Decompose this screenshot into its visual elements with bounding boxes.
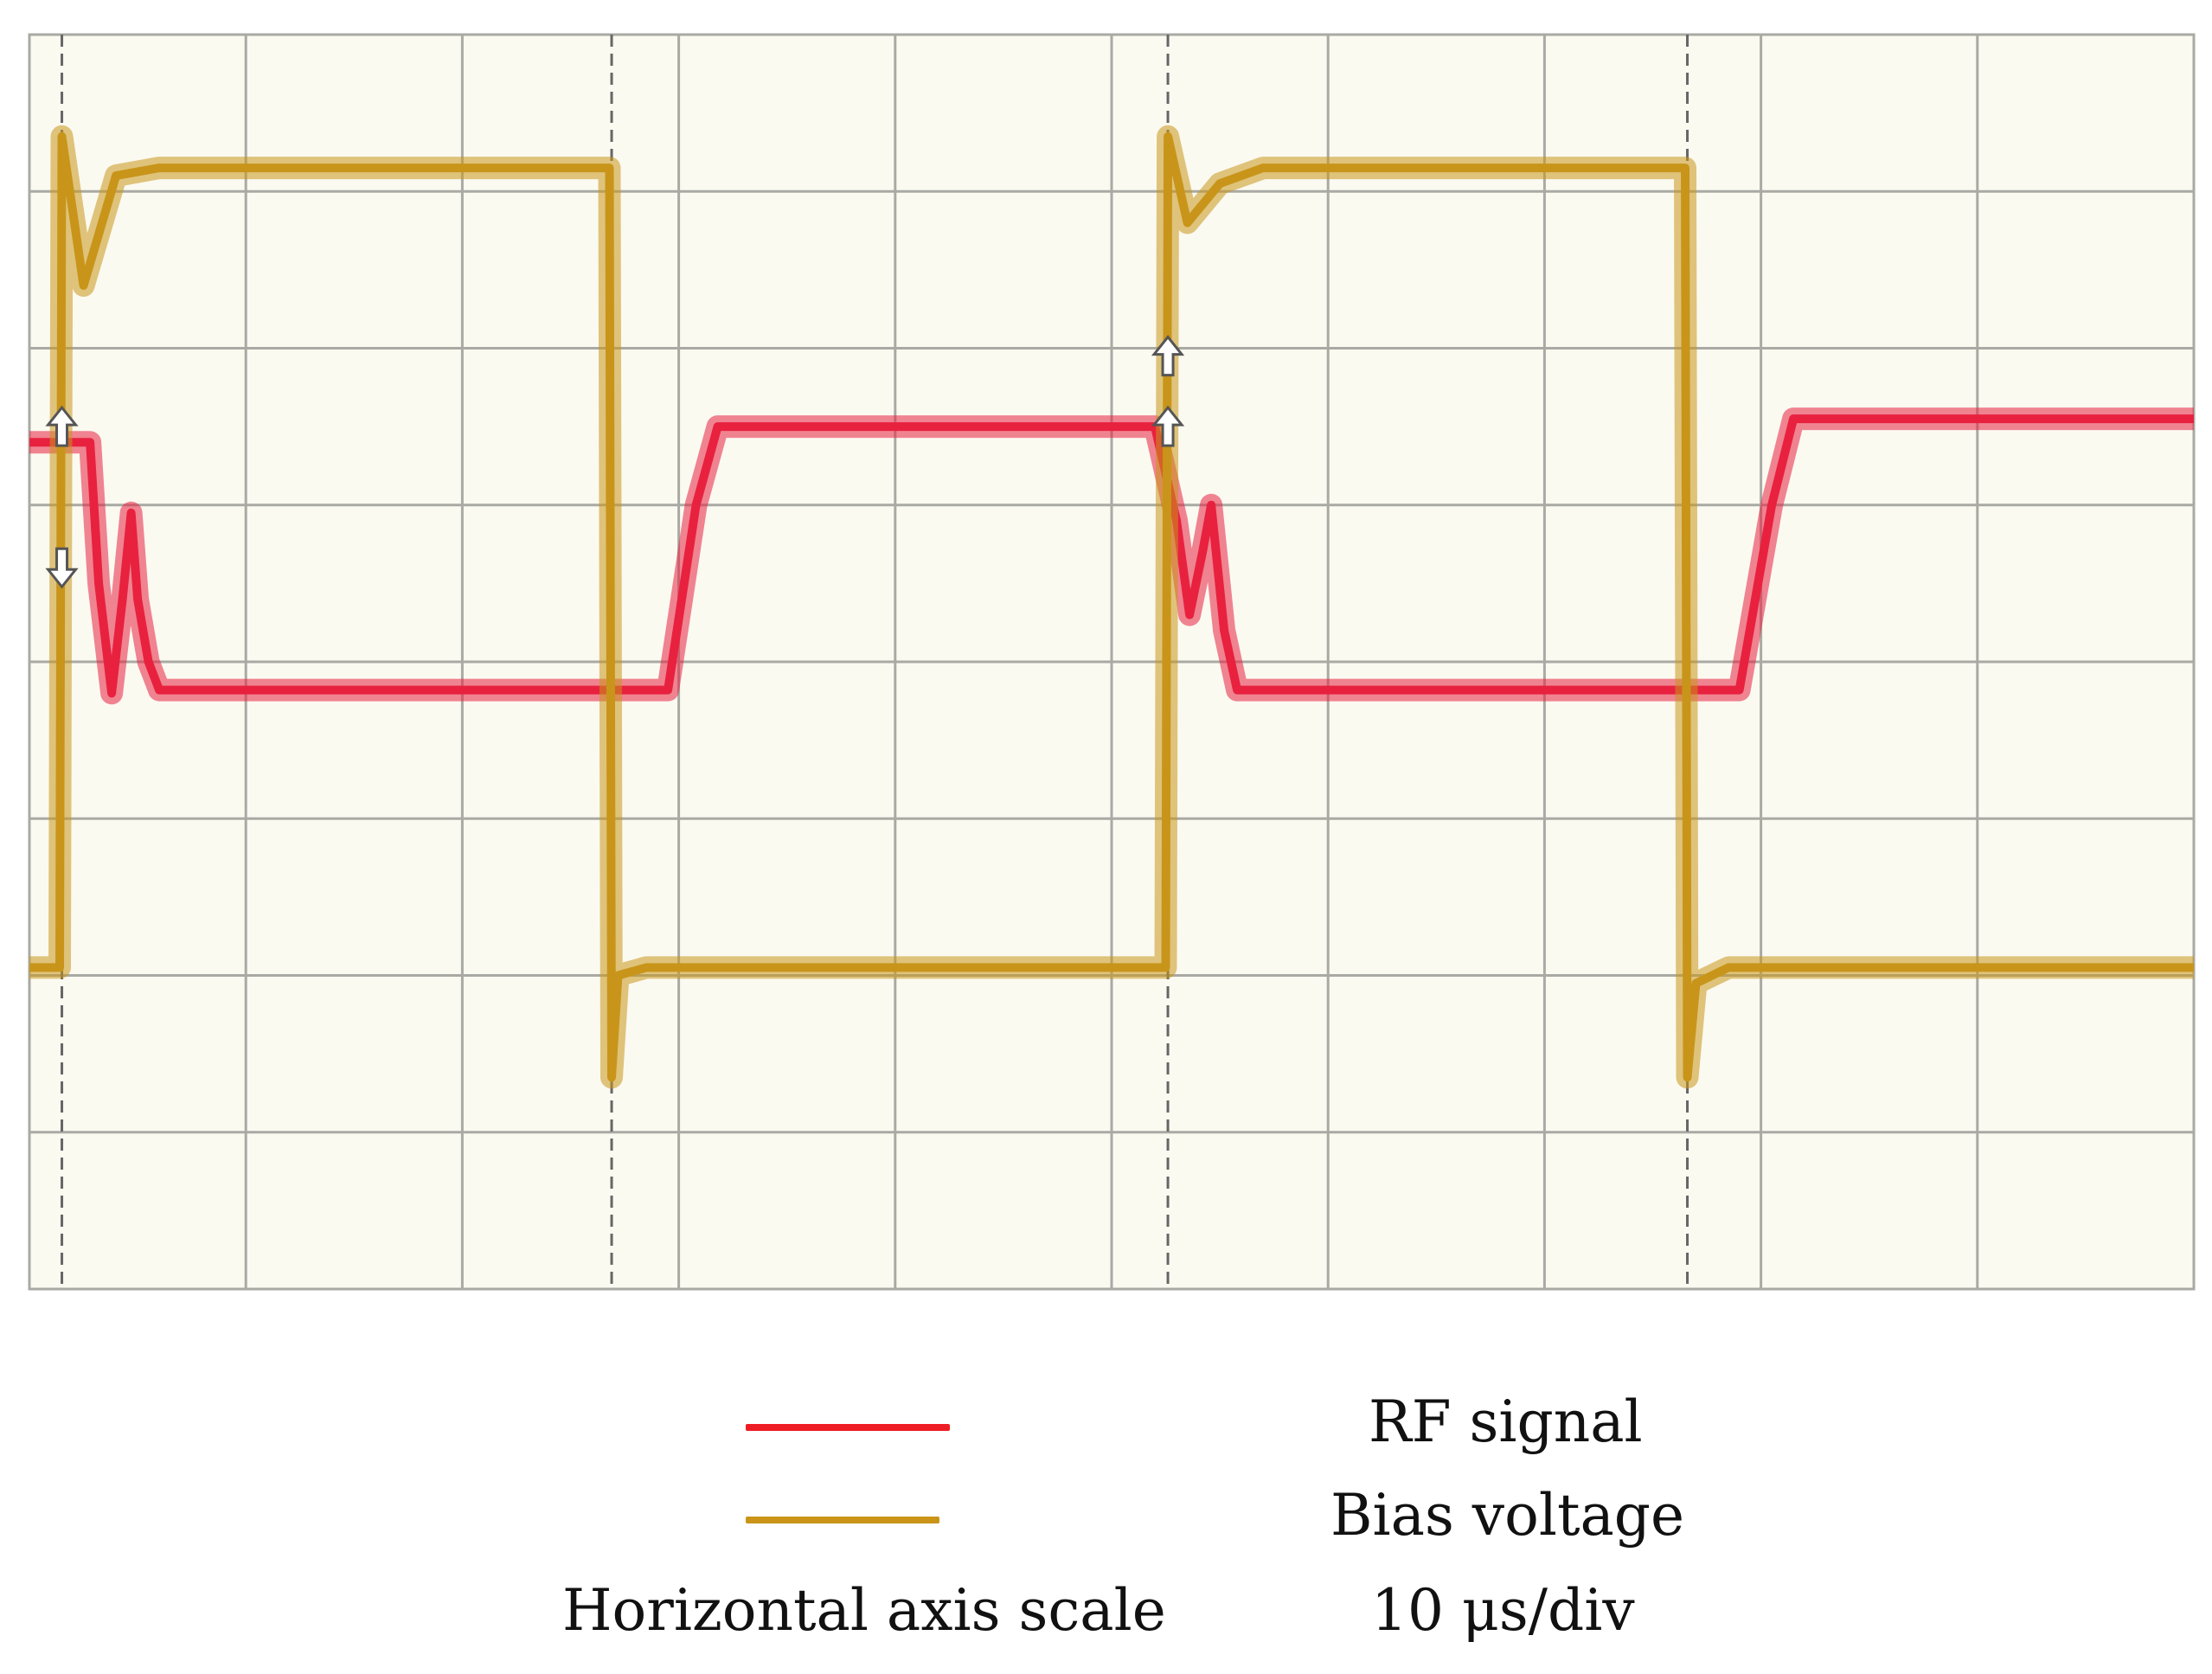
rf-signal-legend-label: RF signal — [1369, 1389, 1643, 1455]
cursor-arrow-icon — [1151, 335, 1185, 377]
rf-signal-trace — [29, 414, 2194, 698]
legend-rf-row: RF signal — [0, 1389, 2212, 1466]
grid-lines — [29, 35, 2194, 1289]
bias-voltage-legend-swatch — [746, 1517, 939, 1523]
trace-layer — [29, 125, 2194, 1089]
cursor-arrow-icon — [1151, 405, 1185, 447]
rf-signal-legend-swatch — [746, 1424, 950, 1431]
cursor-markers — [45, 335, 1185, 589]
horizontal-axis-scale-value: 10 μs/div — [1371, 1577, 1635, 1644]
legend-bias-row: Bias voltage — [0, 1482, 2212, 1560]
legend-scale-row: Horizontal axis scale 10 μs/div — [0, 1577, 2212, 1655]
cursor-arrow-icon — [45, 405, 79, 447]
bias-voltage-trace — [29, 131, 2194, 1082]
cursor-arrow-icon — [45, 547, 79, 589]
horizontal-axis-scale-label: Horizontal axis scale — [562, 1577, 1166, 1644]
bias-voltage-legend-label: Bias voltage — [1330, 1482, 1685, 1549]
